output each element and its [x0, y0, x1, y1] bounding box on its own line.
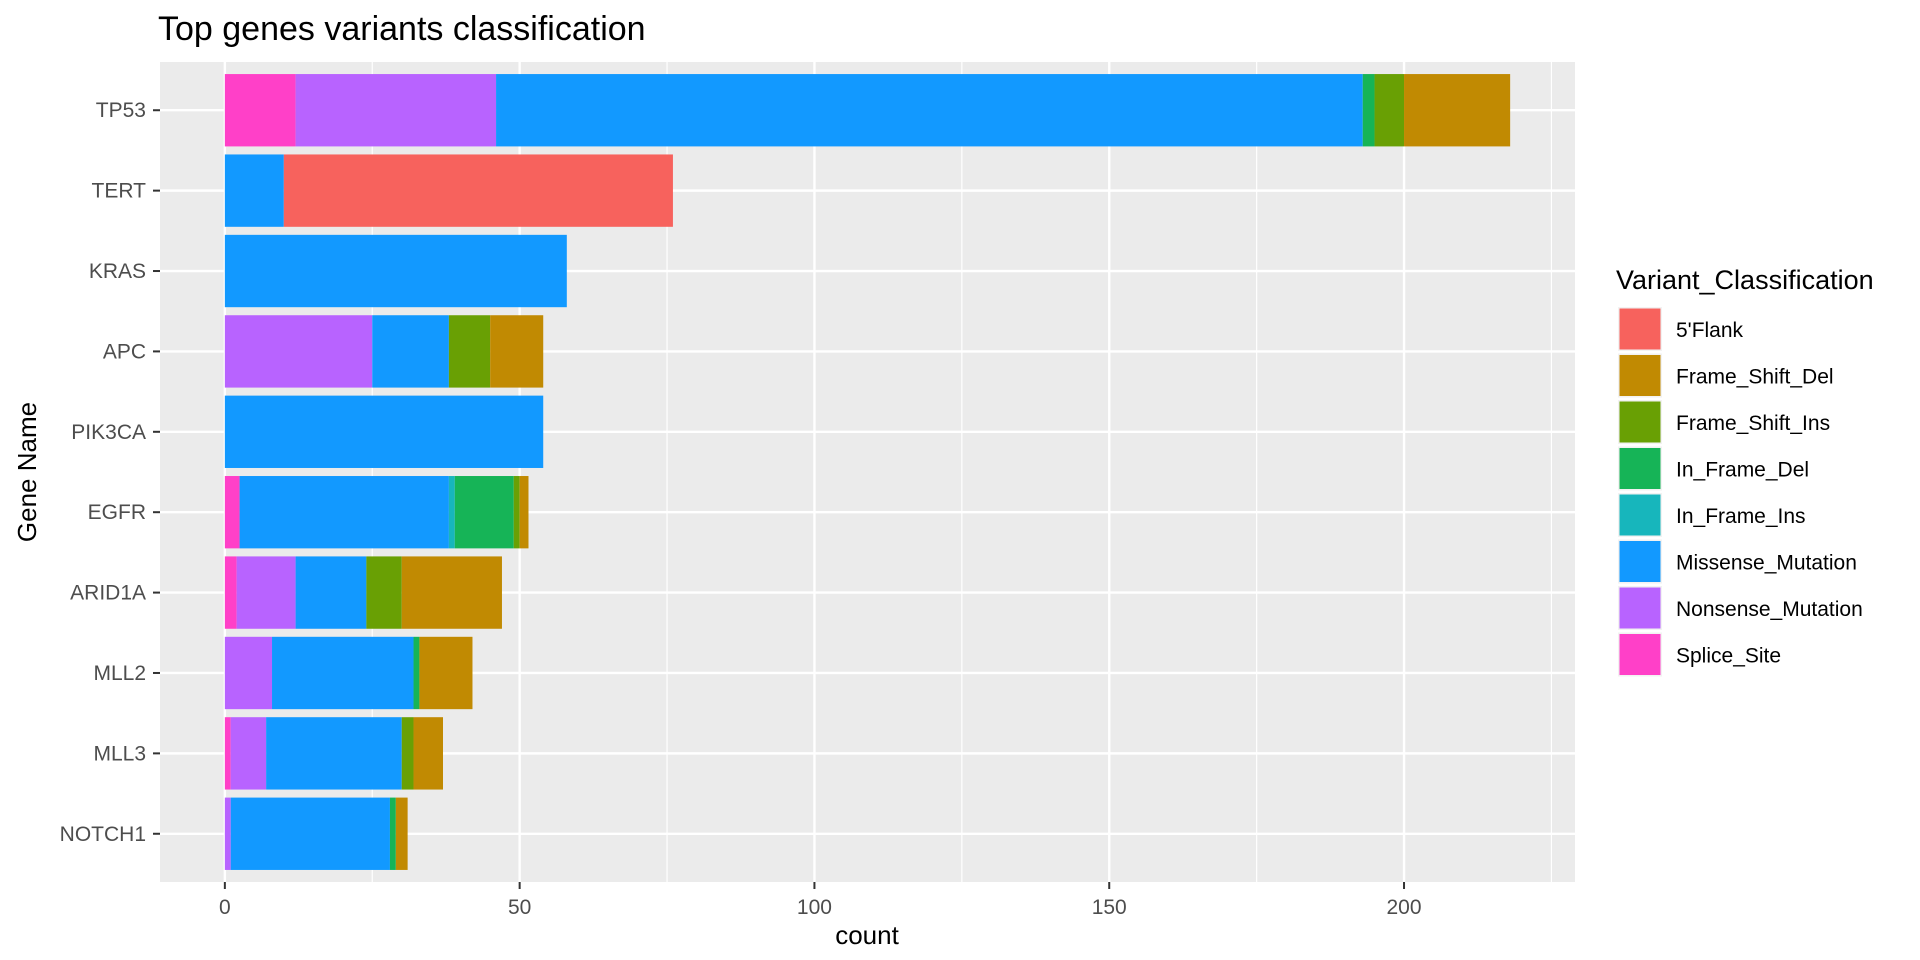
- y-tick-label: EGFR: [88, 501, 146, 524]
- bar-mll2-missense-mutation: [272, 636, 414, 710]
- bar-mll3-splice-site: [224, 717, 231, 790]
- y-axis: TP53 TERT KRAS APC PIK3CA EGFR ARID1A MLL2 MLL3 N…: [60, 99, 160, 846]
- y-axis-title: Gene Name: [12, 402, 42, 542]
- y-tick-label: TP53: [96, 99, 146, 122]
- legend-label: Missense_Mutation: [1676, 552, 1857, 575]
- legend-label: Frame_Shift_Ins: [1676, 412, 1830, 435]
- legend-swatch: [1619, 401, 1661, 443]
- bar-arid1a-splice-site: [224, 556, 237, 629]
- bar-apc-missense-mutation: [372, 315, 449, 388]
- bar-tp53-nonsense-mutation: [295, 74, 497, 147]
- y-tick-label: KRAS: [89, 260, 146, 283]
- x-tick-label: 50: [508, 896, 531, 919]
- x-tick-label: 0: [219, 896, 231, 919]
- legend-swatch: [1619, 634, 1661, 675]
- bar-notch1-nonsense-mutation: [224, 797, 231, 870]
- bar-tp53-frame-shift-del: [1404, 74, 1511, 147]
- bar-tp53-frame-shift-ins: [1374, 74, 1405, 147]
- bar-egfr-in-frame-ins: [448, 476, 455, 549]
- legend-swatch: [1619, 308, 1661, 350]
- y-tick-label: APC: [103, 340, 146, 363]
- chart-title: Top genes variants classification: [158, 10, 646, 48]
- bar-egfr-frame-shift-del: [519, 476, 529, 549]
- bar-mll3-frame-shift-del: [413, 717, 443, 790]
- bar-pik3ca-missense-mutation: [224, 395, 544, 468]
- legend-title: Variant_Classification: [1616, 265, 1874, 295]
- x-axis-title: count: [835, 920, 899, 950]
- bar-egfr-in-frame-del: [454, 476, 514, 549]
- bar-arid1a-nonsense-mutation: [236, 556, 296, 629]
- bar-notch1-in-frame-del: [389, 797, 396, 870]
- bar-arid1a-frame-shift-ins: [366, 556, 402, 629]
- legend-label: In_Frame_Del: [1676, 459, 1809, 482]
- bar-mll2-in-frame-del: [413, 636, 420, 710]
- bar-arid1a-frame-shift-del: [401, 556, 502, 629]
- bar-tp53-in-frame-del: [1362, 74, 1375, 147]
- x-tick-label: 150: [1092, 896, 1127, 919]
- bars: [224, 74, 1511, 870]
- legend-swatch: [1619, 448, 1661, 489]
- y-tick-label: PIK3CA: [71, 421, 146, 444]
- y-tick-label: NOTCH1: [60, 823, 146, 846]
- x-axis: 0 50 100 150 200: [219, 882, 1422, 919]
- y-tick-label: ARID1A: [70, 582, 146, 605]
- y-tick-label: MLL2: [93, 662, 146, 685]
- legend-swatch: [1619, 587, 1661, 629]
- y-tick-label: TERT: [92, 180, 147, 203]
- legend-swatch: [1619, 494, 1661, 536]
- legend: Variant_Classification 5'Flank Frame_Shif…: [1616, 265, 1874, 677]
- bar-egfr-splice-site: [224, 476, 240, 549]
- bar-kras-missense-mutation: [224, 234, 567, 308]
- bar-mll3-nonsense-mutation: [230, 717, 267, 790]
- x-tick-label: 100: [797, 896, 832, 919]
- bar-mll2-nonsense-mutation: [224, 636, 273, 710]
- bar-mll2-frame-shift-del: [419, 636, 473, 710]
- bar-tert-missense-mutation: [224, 154, 284, 227]
- bar-tp53-splice-site: [224, 74, 296, 147]
- legend-label: In_Frame_Ins: [1676, 505, 1806, 528]
- legend-swatch: [1619, 355, 1661, 396]
- bar-tert-5-flank: [283, 154, 673, 227]
- bar-tp53-missense-mutation: [496, 74, 1363, 147]
- bar-egfr-missense-mutation: [239, 476, 449, 549]
- legend-label: 5'Flank: [1676, 319, 1744, 342]
- bar-notch1-missense-mutation: [230, 797, 390, 870]
- bar-apc-frame-shift-del: [490, 315, 544, 388]
- bar-mll3-frame-shift-ins: [401, 717, 414, 790]
- legend-label: Nonsense_Mutation: [1676, 598, 1863, 621]
- bar-notch1-frame-shift-del: [395, 797, 408, 870]
- bar-egfr-frame-shift-ins: [513, 476, 520, 549]
- legend-swatch: [1619, 541, 1661, 582]
- legend-label: Splice_Site: [1676, 645, 1781, 668]
- legend-label: Frame_Shift_Del: [1676, 366, 1834, 389]
- bar-apc-frame-shift-ins: [448, 315, 491, 388]
- bar-mll3-missense-mutation: [266, 717, 402, 790]
- bar-apc-nonsense-mutation: [224, 315, 373, 388]
- y-tick-label: MLL3: [93, 742, 146, 765]
- x-tick-label: 200: [1386, 896, 1421, 919]
- bar-arid1a-missense-mutation: [295, 556, 367, 629]
